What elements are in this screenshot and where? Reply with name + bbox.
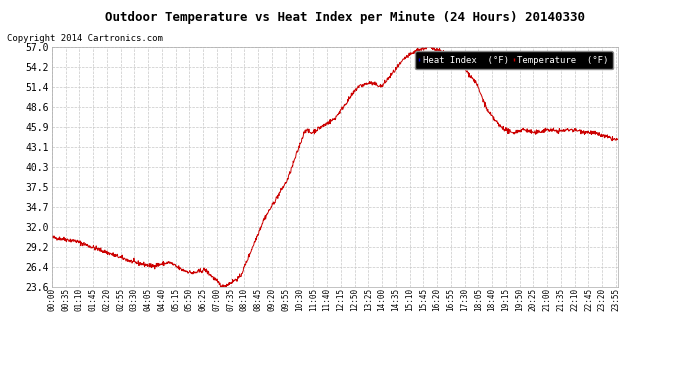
Text: Outdoor Temperature vs Heat Index per Minute (24 Hours) 20140330: Outdoor Temperature vs Heat Index per Mi… (105, 11, 585, 24)
Legend: Heat Index  (°F), Temperature  (°F): Heat Index (°F), Temperature (°F) (415, 51, 613, 69)
Text: Copyright 2014 Cartronics.com: Copyright 2014 Cartronics.com (7, 34, 163, 43)
